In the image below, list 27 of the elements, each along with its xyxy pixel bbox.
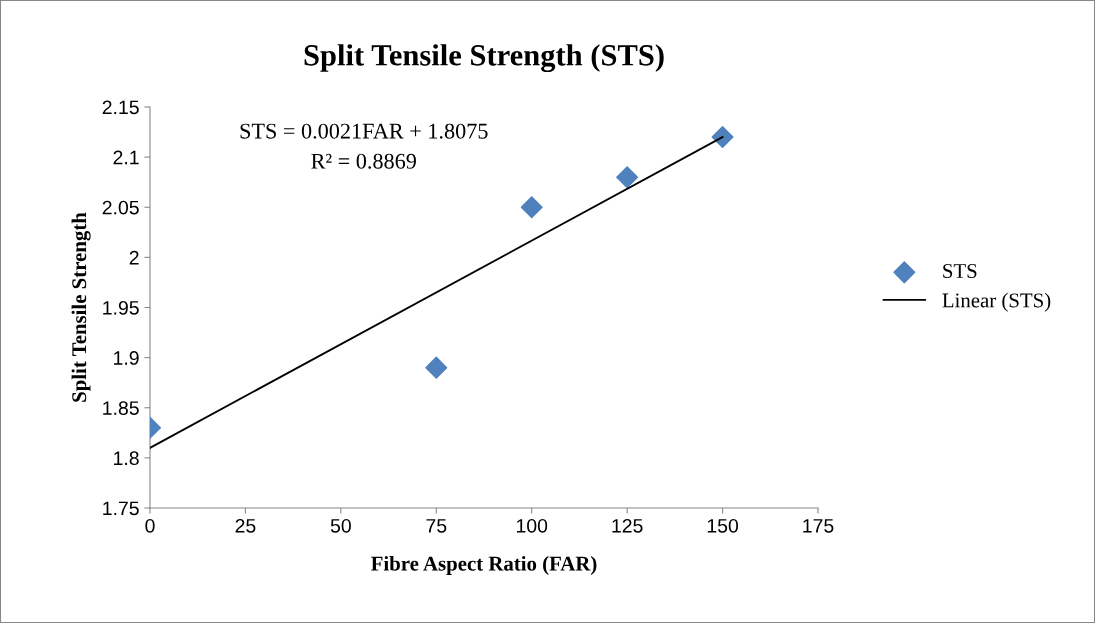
x-tick-label: 50 (330, 518, 351, 533)
x-tick-label: 0 (145, 518, 155, 533)
legend-label: STS (943, 264, 977, 279)
x-axis-title: Fibre Aspect Ratio (FAR) (371, 555, 597, 575)
point (616, 166, 639, 189)
y-tick-label: 2.05 (102, 200, 139, 215)
point (520, 196, 543, 219)
x-tick-label: 175 (803, 519, 834, 533)
y-tick-label: 2.15 (102, 100, 139, 115)
point (425, 356, 448, 379)
x-tick-label: 150 (707, 518, 739, 533)
x-tick-label: 25 (235, 518, 256, 533)
x-tick-label: 75 (426, 519, 447, 533)
y-axis-title: Split Tensile Strength (71, 212, 91, 402)
chart-title: Split Tensile Strength (STS) (304, 44, 664, 73)
annotation: STS = 0.0021FAR + 1.8075 (240, 123, 488, 139)
y-tick-label: 2.1 (113, 150, 139, 165)
y-tick-label: 1.8 (114, 451, 139, 466)
annotation: R² = 0.8869 (311, 153, 416, 169)
y-tick-label: 1.95 (103, 300, 139, 315)
y-tick-label: 2 (129, 250, 139, 265)
x-tick-label: 125 (612, 518, 643, 533)
x-tick-label: 100 (516, 518, 548, 533)
legend-label: Linear (STS) (942, 292, 1051, 312)
y-tick-label: 1.9 (114, 351, 139, 365)
y-tick-label: 1.75 (103, 501, 139, 516)
y-tick-label: 1.85 (103, 401, 139, 415)
